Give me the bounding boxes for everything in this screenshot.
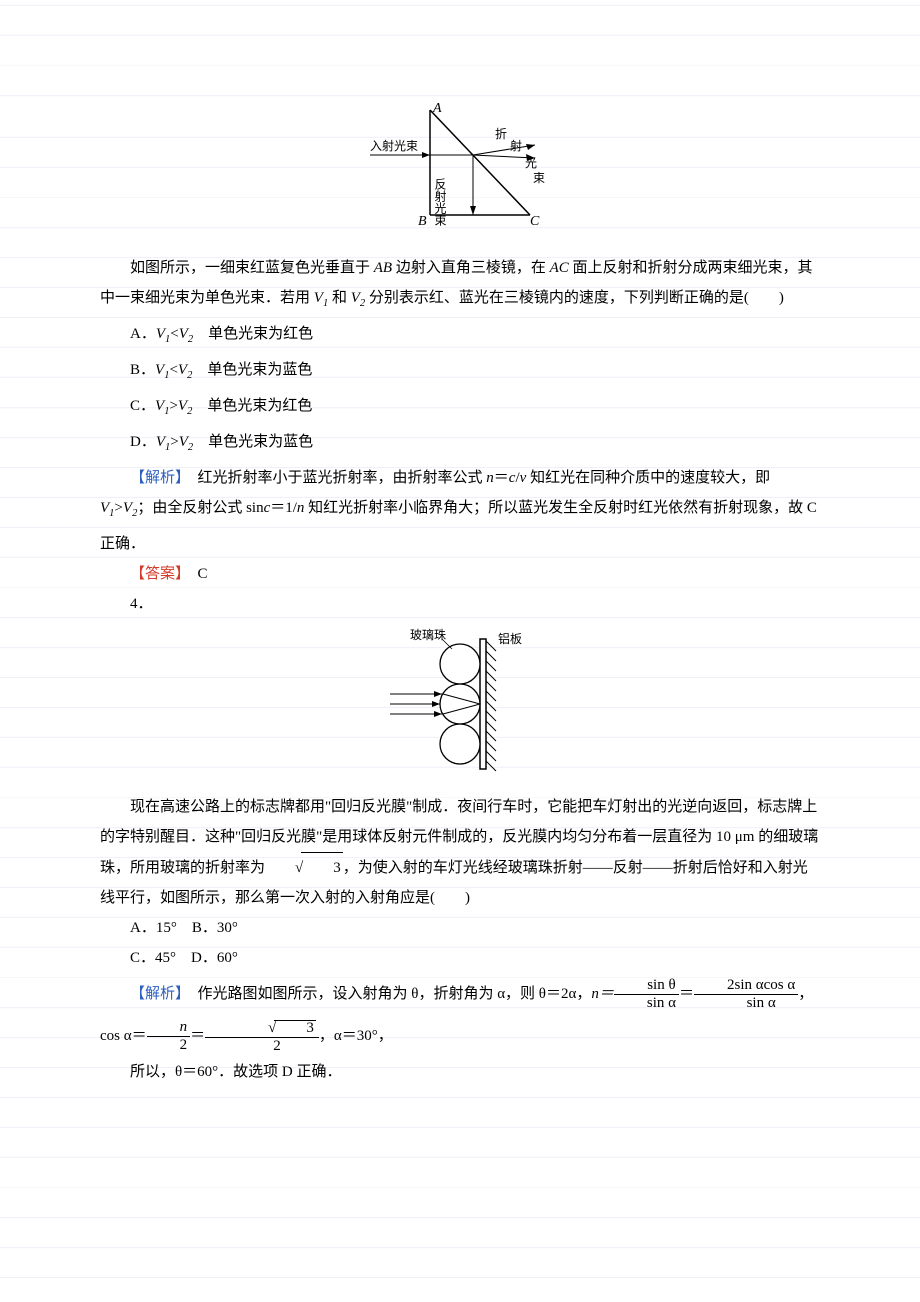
label-glass: 玻璃珠 bbox=[410, 628, 446, 642]
q3-choice-B: B．V1<V2 单色光束为蓝色 bbox=[100, 355, 820, 391]
fracs-num-sqrt: 3 bbox=[274, 1020, 316, 1036]
eq1: ＝ bbox=[679, 986, 694, 1002]
label-refracted-3: 光 bbox=[525, 156, 537, 170]
q4-reflector-diagram: 玻璃珠 铝板 bbox=[100, 619, 820, 784]
label-reflected: 反射光束 bbox=[433, 178, 447, 227]
q3-prism-diagram: A B C 入射光束 折 射 光 束 反射光束 bbox=[100, 100, 820, 245]
label-A: A bbox=[432, 101, 442, 116]
answer-label: 【答案】 bbox=[130, 566, 183, 582]
q4-number: 4． bbox=[100, 589, 820, 619]
q3-choice-D: D．V1>V2 单色光束为蓝色 bbox=[100, 427, 820, 463]
q4-stem: 现在高速公路上的标志牌都用"回归反光膜"制成．夜间行车时，它能把车灯射出的光逆向… bbox=[100, 792, 820, 913]
q3-analysis: 【解析】 红光折射率小于蓝光折射率，由折射率公式 n＝c/v 知红光在同种介质中… bbox=[100, 463, 820, 559]
label-C: C bbox=[530, 214, 540, 229]
frac1-den: sin α bbox=[614, 995, 679, 1011]
q3-choice-C: C．V1>V2 单色光束为红色 bbox=[100, 391, 820, 427]
fracn-num: n bbox=[147, 1020, 191, 1037]
label-incident: 入射光束 bbox=[370, 138, 418, 153]
q3-answer: 【答案】 C bbox=[100, 559, 820, 589]
q4-conclusion: 所以，θ＝60°．故选项 D 正确． bbox=[100, 1057, 820, 1087]
frac2-num: 2sin αcos α bbox=[694, 978, 798, 995]
alpha-result: ，α＝30°， bbox=[319, 1028, 393, 1044]
q3-answer-value: C bbox=[183, 566, 208, 582]
frac1-num: sin θ bbox=[614, 978, 679, 995]
label-B: B bbox=[418, 214, 427, 229]
fracs-den: 2 bbox=[205, 1038, 319, 1054]
fracn-den: 2 bbox=[147, 1037, 191, 1053]
q4-analysis-intro: 作光路图如图所示，设入射角为 θ，折射角为 α，则 θ＝2α， bbox=[183, 986, 592, 1002]
label-refracted-4: 束 bbox=[533, 171, 545, 185]
q4-n-eq: n＝ bbox=[591, 986, 614, 1002]
q3-choice-A: A．V1<V2 单色光束为红色 bbox=[100, 319, 820, 355]
frac2-den: sin α bbox=[694, 995, 798, 1011]
label-refracted-2: 射 bbox=[510, 138, 522, 153]
q4-analysis: 【解析】 作光路图如图所示，设入射角为 θ，折射角为 α，则 θ＝2α，n＝si… bbox=[100, 973, 820, 1057]
q4-choices-line1: A．15° B．30° bbox=[100, 913, 820, 943]
q3-stem: 如图所示，一细束红蓝复色光垂直于 AB 边射入直角三棱镜，在 AC 面上反射和折… bbox=[100, 253, 820, 319]
analysis-label: 【解析】 bbox=[130, 986, 183, 1002]
q4-sqrt-value: 3 bbox=[301, 852, 343, 883]
label-refracted-1: 折 bbox=[495, 126, 507, 141]
analysis-label: 【解析】 bbox=[130, 470, 183, 486]
label-plate: 铝板 bbox=[498, 631, 522, 646]
eq2: ＝ bbox=[190, 1028, 205, 1044]
q4-choices-line2: C．45° D．60° bbox=[100, 943, 820, 973]
